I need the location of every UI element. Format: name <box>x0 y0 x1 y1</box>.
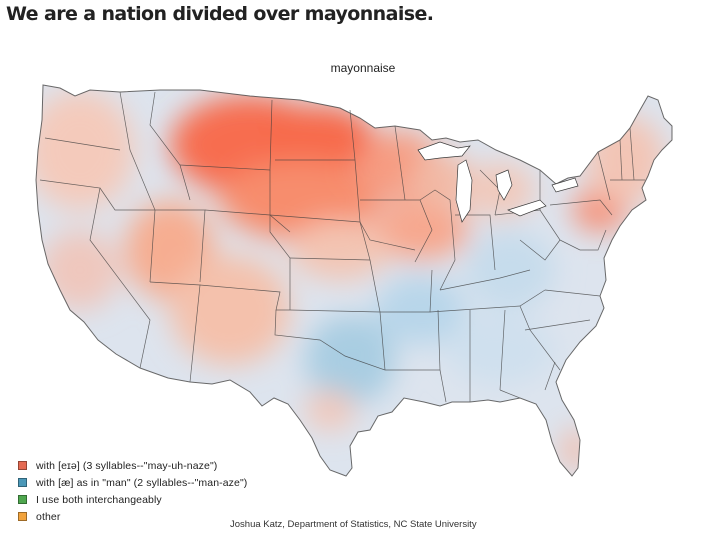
legend-item: with [æ] as in "man" (2 syllables--"man-… <box>18 474 247 491</box>
legend-item: I use both interchangeably <box>18 491 247 508</box>
great-lakes <box>417 141 579 223</box>
legend-item: other <box>18 508 247 525</box>
legend: with [eɪə] (3 syllables--"may-uh-naze") … <box>18 457 247 525</box>
legend-swatch-both <box>18 495 27 504</box>
legend-swatch-2-syllables <box>18 478 27 487</box>
state-borders <box>35 84 673 477</box>
legend-label: I use both interchangeably <box>36 493 162 506</box>
legend-item: with [eɪə] (3 syllables--"may-uh-naze") <box>18 457 247 474</box>
map-title: mayonnaise <box>330 61 396 75</box>
legend-label: with [æ] as in "man" (2 syllables--"man-… <box>36 476 248 489</box>
legend-swatch-other <box>18 512 27 521</box>
legend-label: other <box>36 510 61 523</box>
legend-swatch-3-syllables <box>18 461 27 470</box>
credit-line: Joshua Katz, Department of Statistics, N… <box>230 519 477 530</box>
legend-label: with [eɪə] (3 syllables--"may-uh-naze") <box>36 459 218 472</box>
dialect-heatmap <box>36 85 672 476</box>
headline: We are a nation divided over mayonnaise. <box>6 3 434 25</box>
